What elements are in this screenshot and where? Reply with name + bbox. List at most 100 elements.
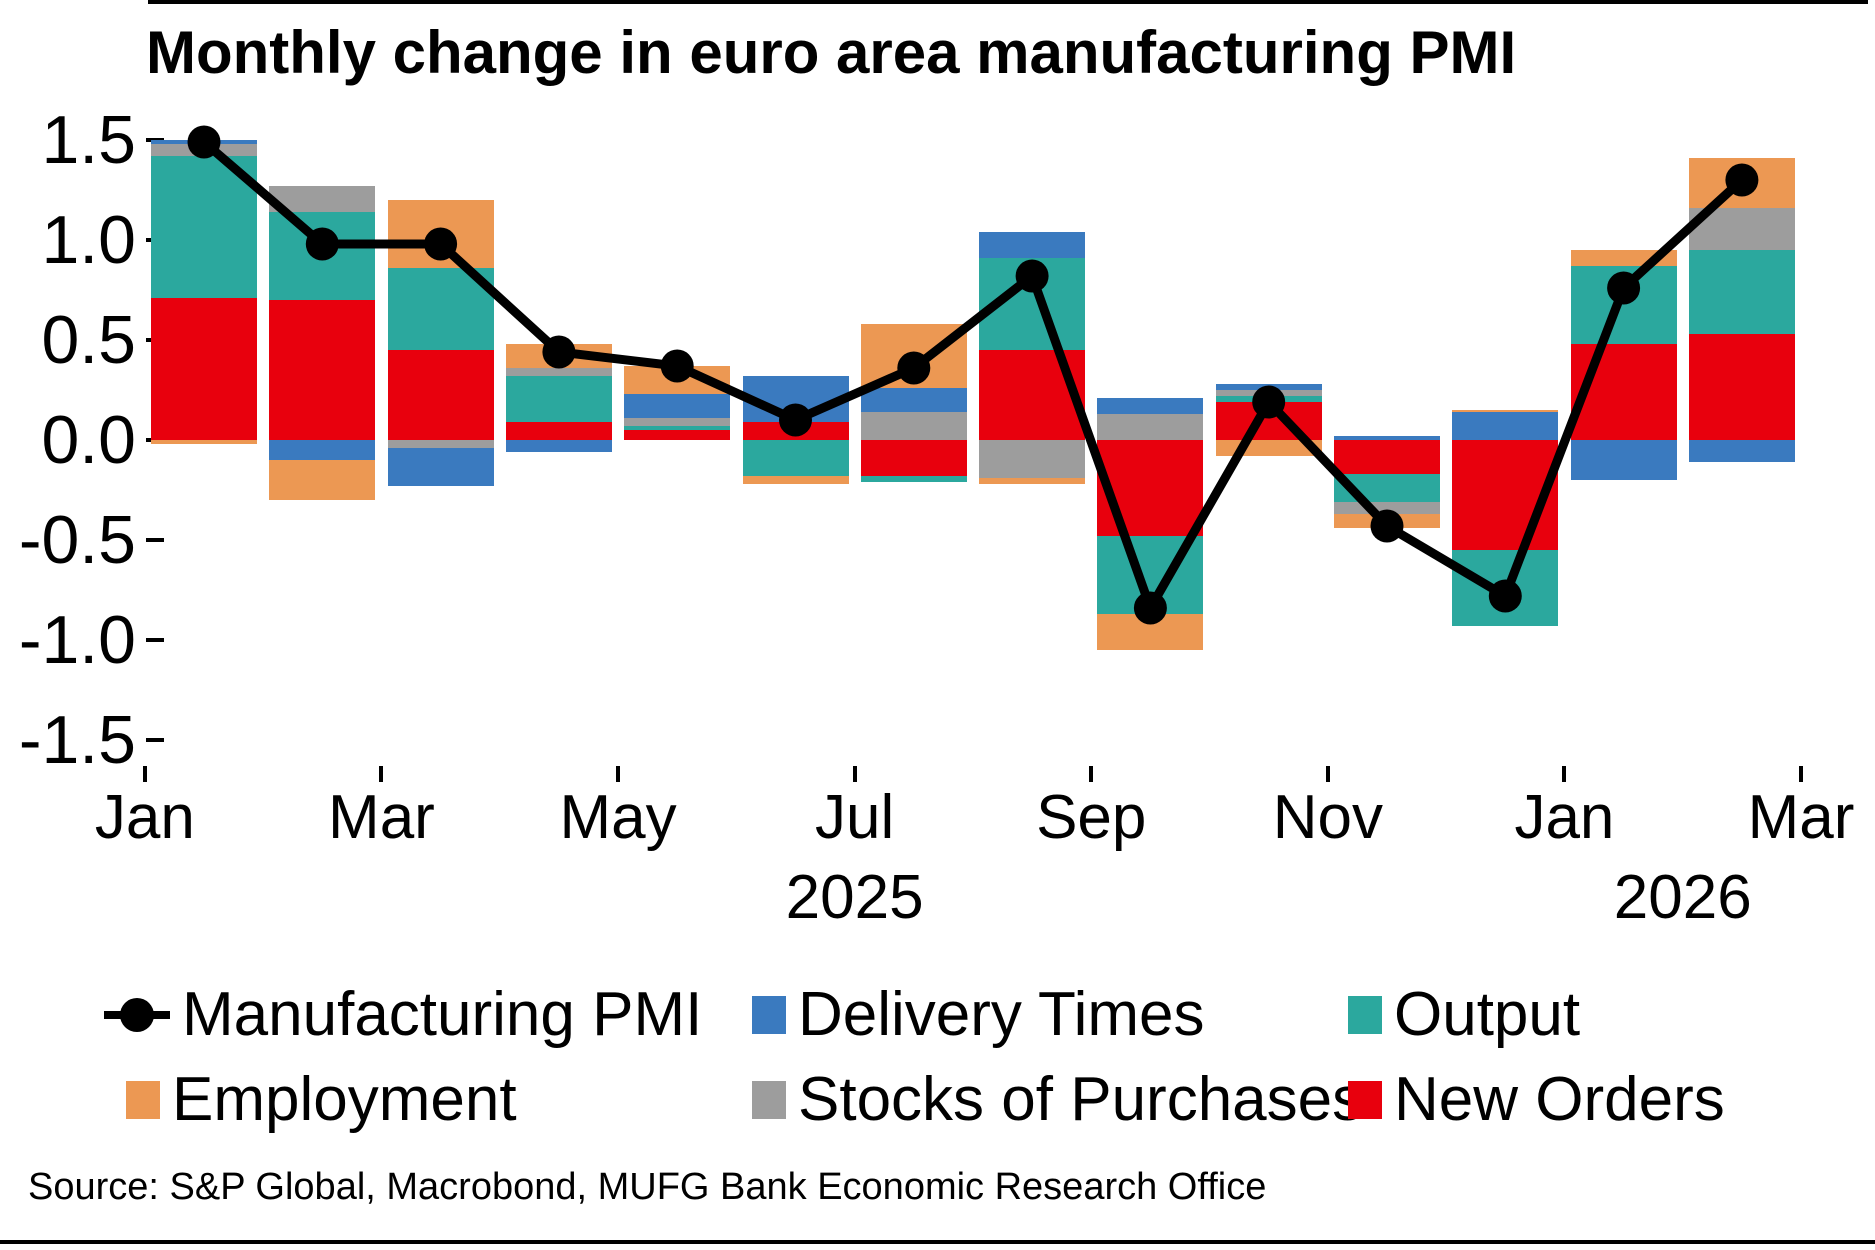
x-axis-tick bbox=[1562, 766, 1567, 782]
bar-segment-delivery_times bbox=[505, 440, 612, 452]
bar-segment-stocks_of_purchases bbox=[624, 418, 731, 426]
legend-label: Manufacturing PMI bbox=[182, 980, 703, 1049]
y-axis-label: -1.5 bbox=[18, 702, 136, 778]
bar-segment-delivery_times bbox=[860, 388, 967, 412]
y-axis-label: 0.0 bbox=[41, 402, 136, 478]
bar-segment-output bbox=[742, 440, 849, 476]
chart-title: Monthly change in euro area manufacturin… bbox=[146, 19, 1517, 86]
x-axis-label: Mar bbox=[328, 783, 435, 852]
x-axis-label: Jul bbox=[815, 783, 895, 852]
bar-segment-stocks_of_purchases bbox=[1334, 502, 1440, 514]
bar-segment-new_orders bbox=[269, 300, 376, 440]
bar-segment-delivery_times bbox=[1097, 398, 1204, 414]
y-axis-label: -1.0 bbox=[18, 602, 136, 678]
legend-label: Employment bbox=[172, 1065, 517, 1134]
bottom-rule bbox=[0, 1240, 1875, 1244]
legend-item-manufacturing-pmi: Manufacturing PMI bbox=[104, 981, 702, 1049]
legend-item-stocks-of-purchases: Stocks of Purchases bbox=[752, 1066, 1363, 1134]
pmi-marker bbox=[1370, 509, 1404, 543]
pmi-marker bbox=[305, 227, 339, 261]
bar-segment-delivery_times bbox=[624, 394, 731, 418]
x-axis-label: Jan bbox=[1514, 783, 1615, 852]
legend-item-new-orders: New Orders bbox=[1348, 1066, 1725, 1134]
bar-segment-new_orders bbox=[151, 298, 257, 440]
x-axis-label: May bbox=[559, 783, 677, 852]
x-axis-label: Sep bbox=[1036, 783, 1147, 852]
bar-segment-employment bbox=[742, 476, 849, 484]
bar-segment-stocks_of_purchases bbox=[505, 368, 612, 376]
bar-segment-new_orders bbox=[624, 430, 731, 440]
legend-label: Output bbox=[1394, 980, 1581, 1049]
pmi-marker bbox=[542, 335, 576, 369]
pmi-marker bbox=[897, 351, 931, 385]
bar-segment-output bbox=[860, 476, 967, 482]
bar-segment-new_orders bbox=[860, 440, 967, 476]
y-axis-label: 1.0 bbox=[41, 202, 136, 278]
bar-segment-output bbox=[505, 376, 612, 422]
legend-label: New Orders bbox=[1394, 1065, 1725, 1134]
x-axis-label: Nov bbox=[1272, 783, 1383, 852]
x-axis-tick bbox=[142, 766, 147, 782]
x-axis-tick bbox=[379, 766, 384, 782]
bar-segment-stocks_of_purchases bbox=[1097, 414, 1204, 440]
y-axis-tick bbox=[146, 738, 164, 742]
bar-segment-output bbox=[1688, 250, 1795, 334]
pmi-marker bbox=[779, 403, 812, 437]
x-axis-tick bbox=[616, 766, 621, 782]
bar-segment-delivery_times bbox=[269, 440, 376, 460]
pmi-marker bbox=[1607, 271, 1641, 305]
bar-segment-employment bbox=[269, 460, 376, 500]
y-axis-label: -0.5 bbox=[18, 502, 136, 578]
bar-segment-stocks_of_purchases bbox=[979, 440, 1086, 478]
legend-label: Delivery Times bbox=[798, 980, 1205, 1049]
pmi-marker bbox=[1015, 259, 1049, 293]
new-orders-swatch-icon bbox=[1348, 1081, 1382, 1119]
bar-segment-delivery_times bbox=[1452, 412, 1559, 440]
bar-segment-output bbox=[624, 426, 731, 430]
bar-segment-employment bbox=[151, 440, 257, 444]
bar-segment-new_orders bbox=[1688, 334, 1795, 440]
y-axis-tick bbox=[146, 538, 164, 542]
x-axis-tick bbox=[1799, 766, 1804, 782]
employment-swatch-icon bbox=[126, 1081, 160, 1119]
x-axis-tick bbox=[1325, 766, 1330, 782]
x-axis-label: Mar bbox=[1747, 783, 1855, 852]
bar-segment-delivery_times bbox=[1334, 436, 1440, 440]
pmi-marker bbox=[1725, 163, 1759, 197]
bar-segment-new_orders bbox=[1334, 440, 1440, 474]
y-axis-tick bbox=[146, 638, 164, 642]
x-axis-tick bbox=[1089, 766, 1094, 782]
pmi-marker bbox=[187, 125, 221, 159]
pmi-line bbox=[201, 138, 1745, 619]
bar-segment-delivery_times bbox=[387, 448, 494, 486]
pmi-line-marker-icon bbox=[104, 996, 170, 1034]
bar-segment-new_orders bbox=[387, 350, 494, 440]
pmi-marker bbox=[424, 227, 458, 261]
pmi-marker bbox=[1252, 385, 1286, 419]
legend-item-output: Output bbox=[1348, 981, 1580, 1049]
bar-segment-delivery_times bbox=[979, 232, 1086, 258]
bar-segment-stocks_of_purchases bbox=[387, 440, 494, 448]
x-axis-tick bbox=[852, 766, 857, 782]
pmi-marker bbox=[660, 349, 694, 383]
bar-segment-delivery_times bbox=[1688, 440, 1795, 462]
stocks-of-purchases-swatch-icon bbox=[752, 1081, 786, 1119]
bar-segment-employment bbox=[1452, 410, 1559, 412]
legend-label: Stocks of Purchases bbox=[798, 1065, 1364, 1134]
delivery-times-swatch-icon bbox=[752, 996, 786, 1034]
x-axis-label: Jan bbox=[94, 783, 195, 852]
legend-item-employment: Employment bbox=[126, 1066, 517, 1134]
x-axis-year-label: 2026 bbox=[1613, 863, 1752, 932]
output-swatch-icon bbox=[1348, 996, 1382, 1034]
pmi-marker bbox=[1133, 591, 1167, 625]
bar-segment-employment bbox=[979, 478, 1086, 484]
y-axis-label: 1.5 bbox=[41, 102, 136, 178]
bar-segment-output bbox=[151, 156, 257, 298]
x-axis-year-label: 2025 bbox=[785, 863, 924, 932]
bar-segment-delivery_times bbox=[1570, 440, 1677, 480]
pmi-marker bbox=[1488, 579, 1522, 613]
source-text: Source: S&P Global, Macrobond, MUFG Bank… bbox=[28, 1166, 1267, 1208]
bar-segment-new_orders bbox=[505, 422, 612, 440]
